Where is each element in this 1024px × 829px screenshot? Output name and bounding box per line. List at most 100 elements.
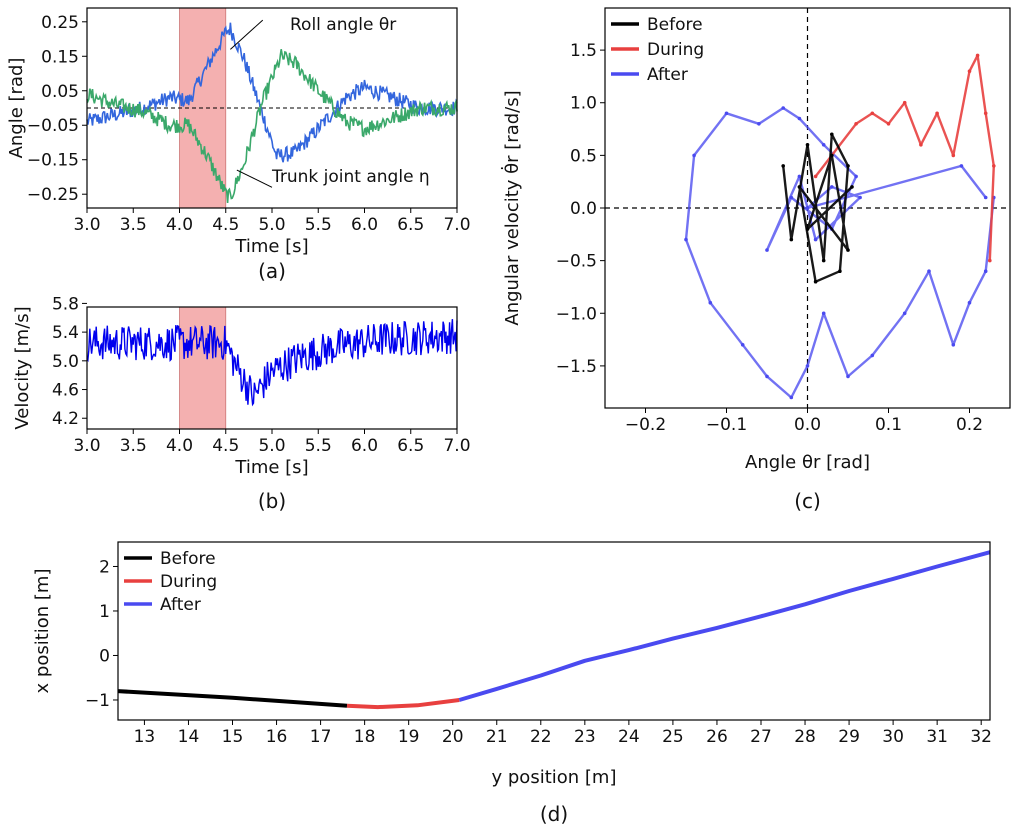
y-axis-label: x position [m]	[32, 569, 53, 694]
x-tick-label: 7.0	[443, 436, 470, 456]
series-before-point	[830, 153, 834, 158]
x-tick-label: 4.5	[212, 436, 239, 456]
series-after-point	[757, 122, 761, 126]
x-tick-label: 14	[178, 727, 200, 747]
x-tick-label: 25	[662, 727, 684, 747]
series-during-point	[967, 69, 972, 73]
series-after-point	[789, 195, 794, 200]
y-tick-label: 1	[99, 602, 110, 622]
series-after-point	[951, 343, 956, 347]
series-during-point	[988, 258, 992, 263]
x-tick-label: 7.0	[443, 215, 470, 235]
series-after-point	[821, 143, 826, 147]
panel-caption: (c)	[794, 489, 821, 513]
x-axis-label: Angle θr [rad]	[745, 452, 870, 473]
series-after-point	[902, 311, 907, 316]
series-during-line	[346, 698, 460, 710]
x-tick-label: 23	[574, 727, 596, 747]
series-during-point	[983, 111, 988, 116]
x-tick-label: 3.5	[120, 215, 147, 235]
series-before-point	[838, 269, 842, 274]
legend-label-during: During	[160, 572, 217, 592]
x-tick-label: 6.0	[351, 436, 378, 456]
roll-annotation-arrow	[230, 19, 264, 50]
legend-label-before: Before	[647, 15, 703, 35]
y-tick-label: −1.0	[556, 304, 597, 324]
series-after-point	[765, 374, 769, 379]
series-before-line	[117, 689, 348, 708]
y-tick-label: 4.2	[52, 409, 79, 429]
x-tick-label: 0.1	[875, 415, 902, 435]
series-during-line	[814, 54, 995, 261]
x-tick-label: 29	[838, 727, 860, 747]
series-after-point	[813, 237, 818, 242]
x-tick-label: 18	[354, 727, 376, 747]
series-after-point	[797, 174, 802, 179]
y-tick-label: −0.5	[556, 252, 597, 272]
panel-caption: (a)	[258, 259, 286, 283]
y-axis-label: Angular velocity θ̇r [rad/s]	[500, 90, 523, 325]
series-after-point	[765, 248, 769, 252]
series-during-point	[886, 122, 891, 126]
series-during-point	[854, 122, 858, 126]
series-after-point	[797, 116, 802, 121]
series-before-point	[805, 143, 810, 147]
series-during-point	[919, 143, 923, 147]
y-tick-label: 5.8	[52, 294, 79, 314]
x-axis-label: y position [m]	[492, 767, 617, 788]
series-after-point	[821, 311, 826, 316]
series-after-point	[740, 343, 745, 347]
y-tick-label: −0.15	[27, 151, 79, 171]
x-tick-label: 22	[530, 727, 552, 747]
y-tick-label: 0.15	[41, 47, 79, 67]
series-during-point	[935, 111, 939, 116]
y-tick-label: 5.4	[52, 323, 79, 343]
x-axis-label: Time [s]	[234, 457, 308, 478]
x-tick-label: 3.5	[120, 436, 147, 456]
series-before-point	[821, 258, 826, 263]
roll-annotation-label: Roll angle θr	[290, 15, 396, 35]
y-tick-label: 5.0	[52, 352, 79, 372]
series-after-point	[967, 300, 972, 305]
series-during-point	[975, 53, 980, 58]
x-tick-label: 6.5	[397, 436, 424, 456]
series-after-point	[854, 174, 858, 179]
series-during-point	[992, 164, 996, 168]
y-tick-label: −1	[85, 691, 110, 711]
panel-a: 3.0 3.5 4.0 4.5 5.0 5.5 6.0 6.5 7.0 0.25 0.15 0.05 −…	[6, 7, 471, 283]
x-tick-label: 15	[222, 727, 244, 747]
x-tick-label: −0.2	[625, 415, 666, 435]
x-tick-label: 24	[618, 727, 640, 747]
x-tick-label: −0.1	[706, 415, 747, 435]
axes-frame	[117, 541, 991, 721]
series-after-point	[724, 111, 729, 116]
series-after-point	[692, 153, 696, 158]
x-tick-label: 27	[750, 727, 772, 747]
series-before-point	[846, 164, 850, 168]
x-tick-label: 5.5	[305, 436, 332, 456]
series-after-point	[781, 106, 785, 110]
series-after-point	[789, 395, 794, 400]
x-tick-label: 32	[970, 727, 992, 747]
y-axis-label: Velocity [m/s]	[12, 306, 33, 429]
y-tick-label: 1.5	[570, 41, 597, 61]
y-tick-label: 0.25	[41, 13, 79, 33]
series-before-line	[782, 133, 853, 283]
series-velocity-line	[86, 319, 458, 407]
trunk-annotation-label: Trunk joint angle η	[271, 167, 430, 187]
x-tick-label: 3.0	[73, 436, 100, 456]
panel-c: −0.2 −0.1 0.0 0.1 0.2 1.5 1.0 0.5 0.0 −0.5 −1.0 −1.…	[500, 7, 1011, 513]
x-tick-label: 6.5	[397, 215, 424, 235]
y-tick-label: −1.5	[556, 357, 597, 377]
x-tick-label: 4.0	[166, 436, 193, 456]
x-tick-label: 5.0	[258, 215, 285, 235]
legend-label-before: Before	[160, 549, 216, 569]
series-before-point	[797, 185, 802, 189]
series-after-point	[983, 269, 988, 274]
series-after-line	[458, 550, 991, 702]
y-tick-label: 2	[99, 557, 110, 577]
series-during-point	[902, 100, 907, 105]
x-tick-label: 0.2	[956, 415, 983, 435]
x-tick-label: 4.0	[166, 215, 193, 235]
